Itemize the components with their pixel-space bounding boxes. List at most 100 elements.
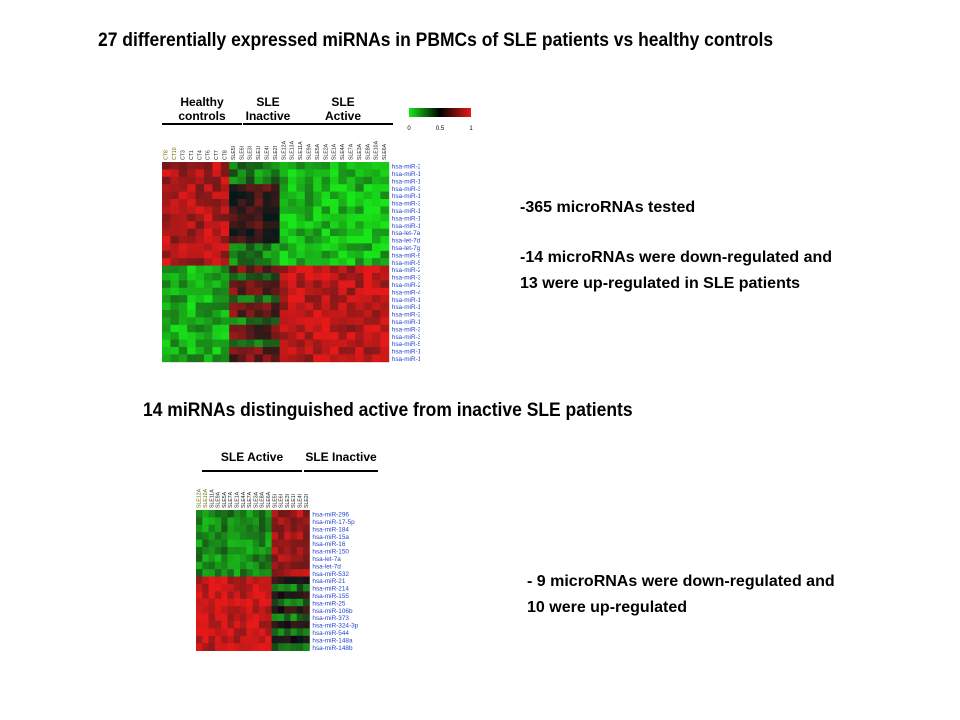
heatmap-cell — [178, 243, 188, 252]
heatmap-cell — [355, 280, 364, 289]
heatmap-cell — [372, 317, 381, 326]
heatmap-cell — [202, 517, 209, 526]
heatmap-cell — [279, 324, 289, 333]
heatmap-cell — [252, 635, 260, 644]
heatmap-cell — [212, 162, 222, 170]
heatmap-cell — [262, 162, 272, 170]
heatmap-cell — [246, 613, 254, 622]
heatmap-cell — [221, 561, 228, 570]
heatmap-cell — [262, 243, 272, 252]
heatmap-cell — [296, 295, 306, 303]
heatmap-cell — [313, 169, 322, 178]
heatmap-cell — [212, 213, 222, 222]
heatmap-cell — [204, 176, 213, 185]
column-label: SLE5I — [272, 494, 278, 508]
heatmap-cell — [338, 169, 348, 178]
heatmap-cell — [279, 302, 289, 311]
heatmap-cell — [290, 569, 298, 577]
heatmap-cell — [330, 347, 339, 355]
heatmap-cell — [170, 206, 180, 215]
heatmap-cell — [229, 258, 238, 266]
heatmap-cell — [162, 347, 171, 355]
heatmap-cell — [187, 236, 196, 244]
heatmap-cell — [233, 554, 241, 563]
heatmap-cell — [279, 236, 289, 244]
heatmap-cell — [220, 162, 230, 170]
heatmap-cell — [187, 228, 196, 237]
heatmap-cell — [187, 287, 196, 296]
heatmap-cell — [284, 621, 291, 629]
heatmap-cell — [338, 317, 348, 326]
heatmap-cell — [246, 576, 254, 585]
heatmap-cell — [208, 606, 216, 614]
heatmap-cell — [195, 191, 205, 200]
heatmap-cell — [271, 236, 280, 244]
heatmap-cell — [187, 310, 196, 318]
heatmap-cell — [288, 176, 297, 185]
heatmap-cell — [380, 221, 390, 229]
heatmap-cell — [296, 213, 306, 222]
heatmap-cell — [202, 510, 209, 518]
scale-tick-mid: 0.5 — [436, 126, 445, 132]
heatmap-cell — [279, 280, 289, 289]
heatmap-cell — [254, 236, 264, 244]
heatmap-cell — [271, 162, 280, 170]
column-label: SLE5A — [315, 143, 321, 160]
heatmap-cell — [178, 258, 188, 266]
heatmap-cell — [304, 191, 314, 200]
heatmap-cell — [187, 332, 196, 340]
heatmap-cell — [208, 621, 216, 629]
heatmap-cell — [202, 561, 209, 570]
heatmap-cell — [208, 539, 216, 548]
heatmap-cell — [296, 243, 306, 252]
row-label: hsa-let-7d — [392, 238, 420, 245]
heatmap-cell — [237, 221, 247, 229]
heatmap-cell — [271, 317, 280, 326]
heatmap-cell — [380, 287, 390, 296]
heatmap-cell — [220, 317, 230, 326]
heatmap-cell — [204, 324, 213, 333]
heatmap-cell — [196, 517, 203, 526]
heatmap-cell — [277, 613, 285, 622]
heatmap-cell — [220, 221, 230, 229]
heatmap-cell — [208, 532, 216, 540]
heatmap-cell — [246, 635, 254, 644]
heatmap-cell — [212, 199, 222, 207]
heatmap-cell — [363, 280, 373, 289]
heatmap-cell — [237, 280, 247, 289]
heatmap-cell — [178, 206, 188, 215]
heatmap-cell — [271, 635, 279, 644]
heatmap-cell — [372, 191, 381, 200]
heatmap-cell — [380, 317, 390, 326]
heatmap-cell — [204, 213, 213, 222]
heatmap-cell — [338, 243, 348, 252]
heatmap-cell — [284, 547, 291, 555]
heatmap-cell — [170, 339, 180, 348]
column-label: SLE3A — [357, 143, 363, 160]
heatmap-cell — [233, 591, 241, 600]
heatmap-cell — [254, 317, 264, 326]
heatmap-cell — [380, 310, 390, 318]
heatmap-cell — [202, 532, 209, 540]
heatmap-cell — [277, 524, 285, 533]
heatmap-cell — [237, 302, 247, 311]
heatmap-cell — [252, 547, 260, 555]
heatmap-cell — [330, 228, 339, 237]
heatmap-cell — [296, 591, 304, 600]
heatmap-cell — [380, 206, 390, 215]
heatmap-cell — [178, 199, 188, 207]
heatmap-cell — [246, 339, 255, 348]
heatmap-cell — [346, 280, 356, 289]
heatmap-cell — [271, 243, 280, 252]
heatmap-cell — [178, 339, 188, 348]
row-label: hsa-miR-155 — [312, 593, 349, 600]
column-label: CT6 — [206, 150, 212, 160]
heatmap-cell — [271, 598, 279, 607]
heatmap-cell — [372, 162, 381, 170]
heatmap-cell — [254, 228, 264, 237]
heatmap-cell — [304, 169, 314, 178]
heatmap-cell — [162, 213, 171, 222]
heatmap-cell — [346, 199, 356, 207]
heatmap-cell — [246, 243, 255, 252]
heatmap-cell — [195, 162, 205, 170]
